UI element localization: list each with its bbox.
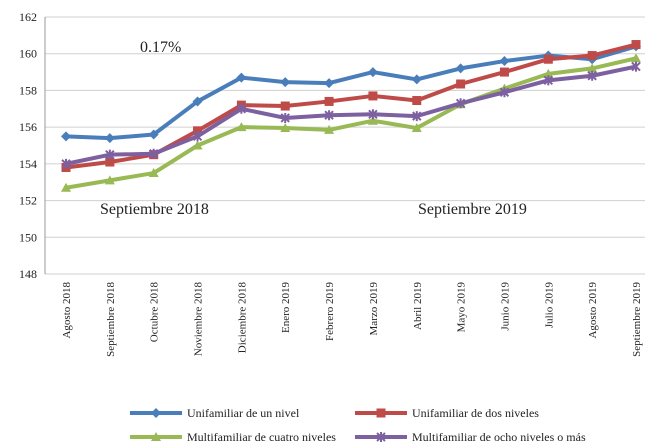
- marker: [411, 74, 422, 85]
- marker: [368, 109, 378, 120]
- y-tick-label: 160: [19, 47, 37, 61]
- marker: [324, 78, 335, 89]
- annotation: Septiembre 2019: [418, 201, 527, 218]
- x-tick-label: Junio 2019: [499, 282, 511, 331]
- annotation: 0.17%: [140, 39, 181, 56]
- marker: [151, 408, 161, 418]
- marker: [367, 67, 378, 78]
- legend-label: Unifamiliar de un nivel: [187, 406, 300, 420]
- legend-label: Unifamiliar de dos niveles: [412, 406, 539, 420]
- series-line: [65, 64, 637, 166]
- marker: [193, 126, 203, 136]
- marker: [543, 54, 553, 64]
- annotation: Septiembre 2018: [100, 201, 209, 218]
- marker: [280, 77, 291, 88]
- x-tick-label: Julio 2019: [543, 282, 555, 329]
- series-line: [65, 56, 637, 190]
- y-tick-label: 156: [19, 120, 37, 134]
- marker: [61, 131, 71, 142]
- marker: [412, 111, 422, 122]
- marker: [236, 72, 247, 83]
- legend-item: Multifamiliar de ocho niveles o más: [355, 430, 586, 442]
- x-tick-label: Agosto 2019: [587, 282, 599, 339]
- legend-label: Multifamiliar de ocho niveles o más: [412, 430, 586, 442]
- marker: [587, 51, 597, 61]
- legend-item: Unifamiliar de un nivel: [130, 406, 300, 420]
- marker: [148, 148, 159, 159]
- marker: [61, 182, 71, 192]
- legend-item: Unifamiliar de dos niveles: [355, 406, 539, 420]
- x-tick-label: Enero 2019: [280, 282, 292, 334]
- x-tick-label: Octubre 2018: [149, 282, 161, 343]
- y-tick-label: 150: [19, 230, 37, 244]
- x-tick-label: Mayo 2019: [456, 282, 468, 333]
- marker: [148, 129, 159, 140]
- x-tick-label: Diciembre 2018: [236, 282, 248, 354]
- marker: [105, 149, 115, 160]
- y-tick-label: 154: [19, 157, 37, 171]
- marker: [412, 96, 422, 106]
- marker: [455, 63, 466, 74]
- marker: [367, 115, 378, 125]
- marker: [61, 158, 71, 169]
- marker: [324, 124, 335, 134]
- x-tick-label: Septiembre 2018: [105, 282, 117, 357]
- marker: [236, 103, 247, 114]
- marker: [151, 432, 161, 441]
- x-tick-label: Agosto 2018: [61, 282, 73, 339]
- marker: [631, 61, 641, 72]
- marker: [499, 87, 510, 98]
- marker: [499, 67, 509, 77]
- marker: [543, 75, 554, 86]
- marker: [543, 68, 554, 78]
- marker: [587, 63, 598, 73]
- y-tick-label: 158: [19, 83, 37, 97]
- marker: [280, 101, 290, 111]
- marker: [455, 98, 466, 109]
- marker: [368, 91, 378, 101]
- marker: [631, 40, 641, 50]
- marker: [499, 56, 510, 67]
- y-tick-label: 162: [19, 10, 37, 24]
- x-tick-label: Noviembre 2018: [193, 282, 205, 357]
- y-tick-label: 152: [19, 194, 37, 208]
- x-tick-label: Abril 2019: [412, 282, 424, 330]
- marker: [104, 133, 115, 144]
- marker: [105, 157, 115, 167]
- series-line: [65, 44, 637, 141]
- marker: [148, 168, 159, 178]
- y-tick-label: 148: [19, 267, 37, 281]
- marker: [324, 96, 334, 106]
- x-tick-label: Septiembre 2019: [631, 282, 643, 357]
- marker: [376, 432, 386, 442]
- marker: [280, 112, 290, 123]
- marker: [631, 53, 641, 63]
- x-tick-label: Marzo 2019: [368, 282, 380, 336]
- marker: [104, 175, 115, 185]
- x-tick-label: Febrero 2019: [324, 282, 336, 341]
- marker: [324, 110, 334, 121]
- legend-label: Multifamiliar de cuatro niveles: [187, 430, 336, 442]
- legend-item: Multifamiliar de cuatro niveles: [130, 430, 336, 442]
- marker: [411, 123, 422, 133]
- marker: [456, 79, 466, 89]
- marker: [192, 140, 203, 150]
- marker: [236, 122, 247, 132]
- marker: [587, 70, 597, 81]
- marker: [280, 123, 291, 133]
- marker: [192, 96, 203, 107]
- marker: [376, 408, 386, 418]
- marker: [192, 131, 203, 142]
